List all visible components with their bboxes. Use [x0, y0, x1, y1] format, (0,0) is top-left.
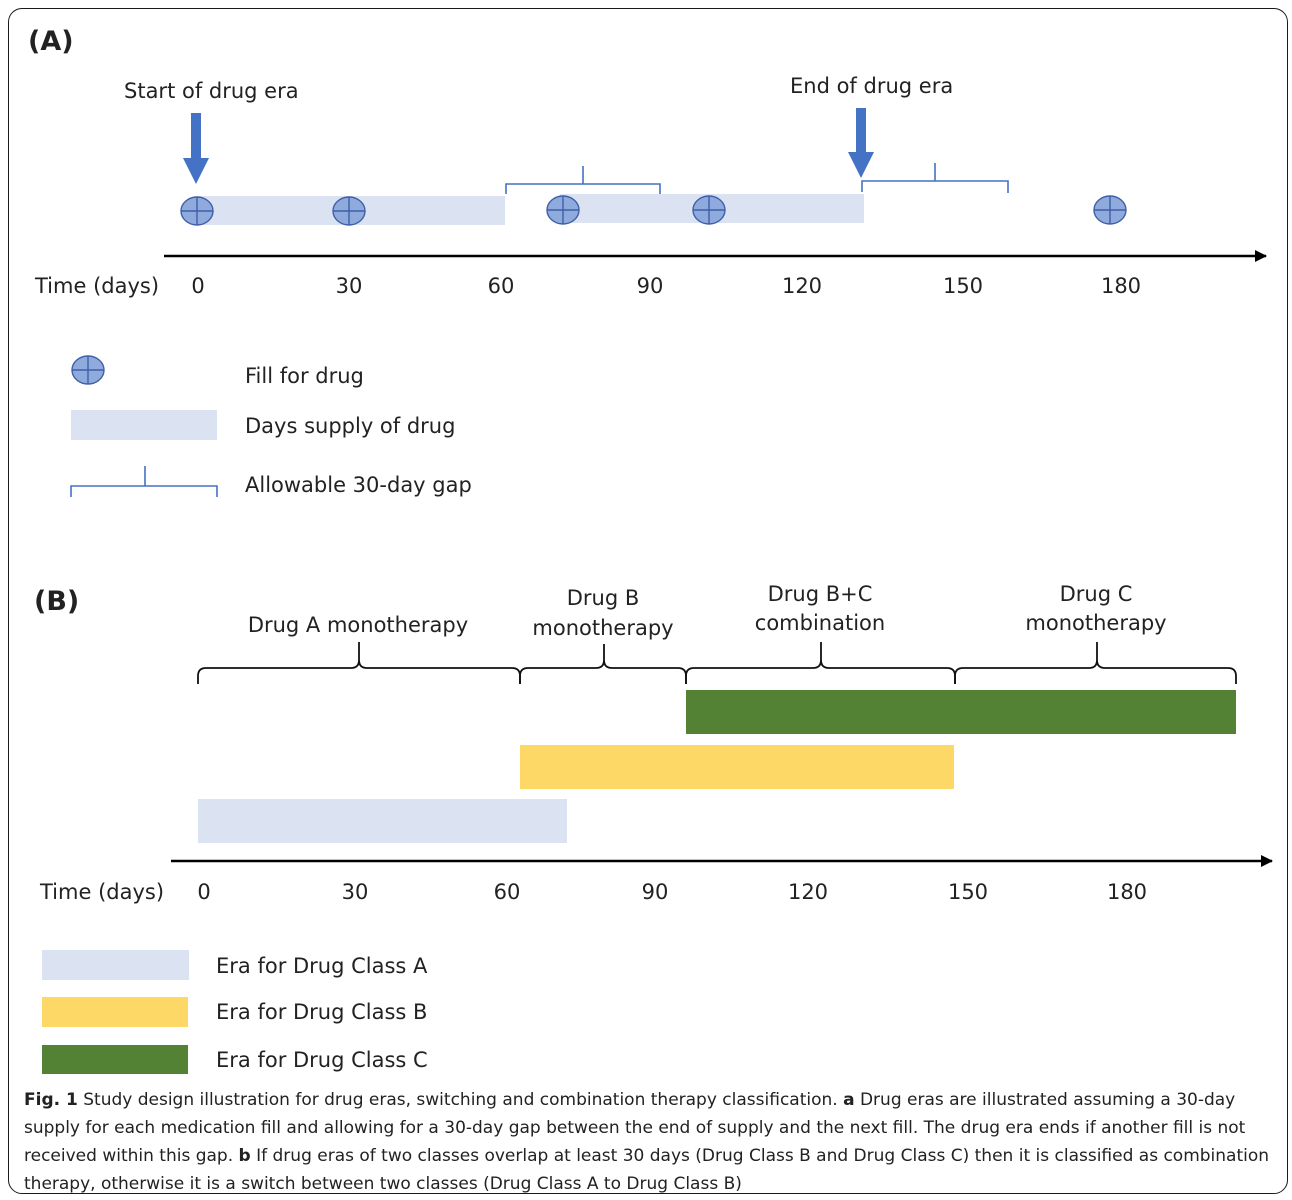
tick-label: 60 — [488, 274, 515, 298]
panel-a-label: (A) — [28, 26, 74, 57]
tick-label: 60 — [494, 880, 521, 904]
start-arrow — [183, 113, 209, 184]
period-label-b-mono: Drug B — [567, 586, 640, 610]
era-bar-class-b — [520, 745, 954, 789]
legend-class-b-label: Era for Drug Class B — [216, 1000, 427, 1024]
caption-fig-number: Fig. 1 — [24, 1090, 78, 1110]
tick-label: 30 — [336, 274, 363, 298]
caption-title: Study design illustration for drug eras,… — [77, 1090, 844, 1110]
tick-label: 150 — [948, 880, 988, 904]
figure-caption: Fig. 1 Study design illustration for dru… — [24, 1086, 1274, 1198]
legend-fill-label: Fill for drug — [245, 364, 364, 388]
fill-icon — [1093, 195, 1127, 225]
legend-class-c-swatch — [42, 1045, 188, 1074]
legend-class-a-swatch — [42, 950, 189, 980]
end-arrow — [848, 108, 874, 178]
period-label-bc-combo: combination — [755, 611, 885, 635]
legend-class-c-label: Era for Drug Class C — [216, 1048, 428, 1072]
figure-frame — [8, 8, 1288, 1194]
period-brace-a — [197, 642, 521, 684]
period-label-b-mono: monotherapy — [532, 616, 673, 640]
gap-bracket-1 — [505, 166, 661, 194]
caption-a-text: Drug eras are illustrated assuming a 30-… — [24, 1090, 1246, 1166]
axis-label-a: Time (days) — [34, 274, 159, 298]
tick-label: 120 — [788, 880, 828, 904]
fill-icon — [692, 195, 726, 225]
tick-label: 90 — [637, 274, 664, 298]
period-brace-c — [954, 642, 1237, 684]
legend-gap-label: Allowable 30-day gap — [245, 473, 472, 497]
legend-supply-swatch — [71, 410, 217, 440]
caption-a-marker: a — [843, 1090, 855, 1110]
era-bar-class-a — [198, 799, 567, 843]
period-brace-bc — [685, 642, 956, 684]
tick-label: 150 — [943, 274, 983, 298]
era-bar-class-c — [686, 690, 1236, 734]
legend-fill-icon — [71, 355, 105, 385]
tick-label: 0 — [197, 880, 210, 904]
period-label-bc-combo: Drug B+C — [768, 582, 873, 606]
legend-supply-label: Days supply of drug — [245, 414, 455, 438]
period-label-c-mono: Drug C — [1060, 582, 1133, 606]
tick-label: 30 — [342, 880, 369, 904]
tick-label: 180 — [1107, 880, 1147, 904]
tick-label: 0 — [191, 274, 204, 298]
axis-label-b: Time (days) — [39, 880, 164, 904]
tick-label: 120 — [782, 274, 822, 298]
gap-bracket-2 — [861, 163, 1009, 193]
legend-class-b-swatch — [42, 997, 188, 1027]
end-of-era-label: End of drug era — [790, 74, 953, 98]
caption-b-text: If drug eras of two classes overlap at l… — [24, 1146, 1270, 1194]
legend-gap-bracket — [70, 466, 218, 497]
start-of-era-label: Start of drug era — [124, 79, 299, 103]
period-label-a-mono: Drug A monotherapy — [248, 613, 468, 637]
tick-label: 180 — [1101, 274, 1141, 298]
legend-class-a-label: Era for Drug Class A — [216, 954, 428, 978]
panel-b-label: (B) — [34, 586, 79, 617]
fill-icon — [332, 196, 366, 226]
period-label-c-mono: monotherapy — [1025, 611, 1166, 635]
period-brace-b — [519, 644, 687, 684]
caption-b-marker: b — [238, 1146, 251, 1166]
figure-diagram: (A) Start of drug era End of drug era Ti… — [28, 26, 1273, 1074]
fill-icon — [180, 196, 214, 226]
tick-label: 90 — [642, 880, 669, 904]
fill-icon — [546, 195, 580, 225]
